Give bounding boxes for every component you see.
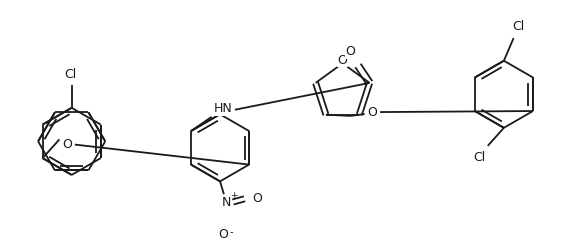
Text: O: O [62,138,72,151]
Text: +: + [230,191,238,200]
Text: O: O [338,54,347,67]
Text: Cl: Cl [512,20,524,33]
Text: N: N [222,195,231,208]
Text: -: - [229,227,233,237]
Text: O: O [345,46,355,59]
Text: HN: HN [214,102,233,115]
Text: O: O [218,228,228,241]
Text: Cl: Cl [64,68,76,81]
Text: Cl: Cl [473,151,485,164]
Text: O: O [252,192,262,205]
Text: O: O [367,106,377,119]
